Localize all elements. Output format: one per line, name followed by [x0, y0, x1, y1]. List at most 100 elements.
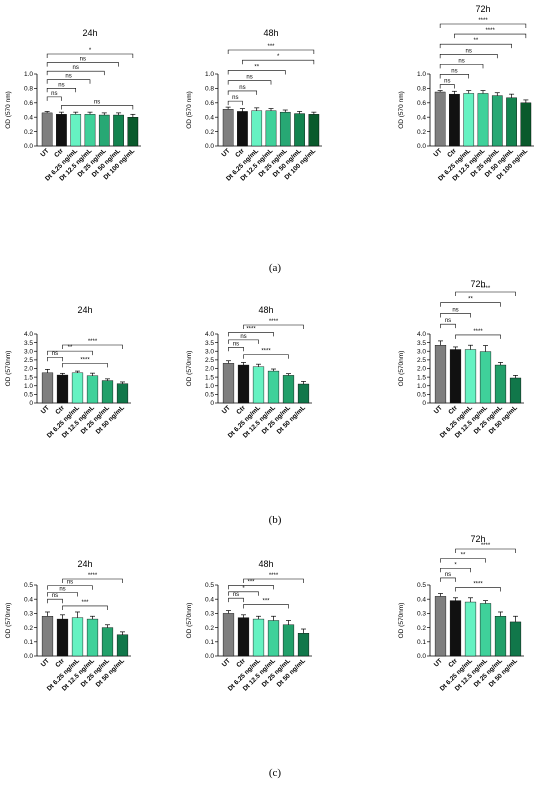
panel-label-a: (a) [268, 262, 282, 274]
significance-label: ns [233, 592, 239, 598]
bar [464, 601, 477, 657]
significance-label: ns [233, 341, 239, 347]
significance-label: ns [444, 79, 450, 85]
y-tick-label: 3.0 [205, 348, 214, 355]
significance-bracket [62, 578, 123, 583]
bar [509, 621, 522, 657]
bar [282, 624, 295, 657]
y-axis-label: OD (570nm) [186, 603, 193, 639]
y-tick-label: 0.1 [417, 639, 426, 646]
bar [116, 634, 129, 657]
significance-bracket [47, 585, 93, 590]
y-tick-label: 2.5 [417, 357, 426, 364]
significance-label: **** [478, 18, 488, 24]
significance-label: **** [88, 339, 98, 345]
significance-bracket [243, 604, 289, 609]
significance-bracket [62, 344, 123, 349]
significance-bracket [227, 70, 286, 75]
y-tick-label: 4.0 [24, 331, 33, 338]
y-tick-label: 0.8 [417, 86, 426, 93]
y-tick-label: 2.0 [417, 366, 426, 373]
y-tick-label: 2.0 [205, 366, 214, 373]
y-tick-label: 2.5 [24, 357, 33, 364]
significance-label: ** [68, 345, 73, 351]
significance-label: * [277, 54, 280, 60]
y-tick-label: 0.2 [205, 625, 214, 632]
significance-bracket [439, 64, 484, 69]
y-tick-label: 0.0 [24, 143, 33, 150]
significance-label: **** [261, 349, 271, 355]
y-axis-label: OD (570nm) [398, 351, 405, 387]
chart-title: 24h [77, 559, 92, 569]
significance-bracket [439, 53, 498, 59]
significance-bracket [228, 339, 259, 344]
y-tick-label: 0.5 [24, 582, 33, 589]
significance-label: ns [445, 318, 451, 324]
significance-bracket [228, 332, 274, 337]
significance-bracket [455, 587, 501, 592]
bar [70, 114, 82, 147]
significance-label: **** [88, 573, 98, 579]
x-tick-label: Ctr [54, 404, 66, 416]
y-tick-label: 0.8 [205, 86, 214, 93]
y-tick-label: 0.3 [417, 611, 426, 618]
significance-label: ns [73, 65, 79, 71]
y-tick-label: 0.5 [205, 582, 214, 589]
y-tick-label: 0.3 [24, 611, 33, 618]
bar [41, 372, 54, 404]
significance-label: *** [267, 44, 275, 50]
significance-label: * [242, 586, 245, 592]
significance-bracket [243, 324, 304, 329]
bar [491, 95, 503, 147]
chart-4: 24h OD (570nm) 00.5 1.0 1.52.0 2.5 3.03.5 4.0 UT… [5, 305, 131, 440]
significance-label: **** [473, 582, 483, 588]
bar [86, 618, 99, 657]
significance-bracket [227, 90, 258, 95]
significance-bracket [439, 23, 527, 28]
x-tick-label: Ctr [54, 657, 66, 669]
bar [449, 600, 462, 657]
y-tick-label: 1.0 [24, 71, 33, 78]
significance-label: ** [468, 297, 473, 303]
y-axis-label: OD (570nm) [5, 351, 12, 387]
significance-bracket [62, 605, 108, 610]
x-tick-label: UT [221, 657, 232, 668]
significance-label: ns [239, 85, 245, 91]
y-tick-label: 0.2 [205, 129, 214, 136]
chart-6: 72h OD (570nm) 00.5 1.0 1.52.0 2.5 3.03.5 4.0 UT… [398, 279, 524, 440]
significance-label: ns [246, 75, 252, 81]
significance-label: ns [240, 334, 246, 340]
x-tick-label: Ctr [447, 404, 459, 416]
significance-label: ns [466, 48, 472, 54]
significance-label: **** [80, 357, 90, 363]
y-tick-label: 0.6 [24, 100, 33, 107]
bar [113, 114, 124, 147]
x-tick-label: UT [433, 657, 444, 668]
y-tick-label: 0.5 [205, 392, 214, 399]
significance-label: ns [59, 586, 65, 592]
significance-bracket [227, 80, 272, 85]
significance-label: ns [65, 74, 71, 80]
y-tick-label: 0 [29, 400, 33, 407]
significance-label: **** [481, 286, 491, 292]
y-axis-label: OD (570 nm) [5, 91, 12, 129]
bar [56, 618, 69, 657]
significance-bracket [440, 323, 456, 329]
significance-bracket [46, 87, 77, 93]
bar [434, 596, 447, 657]
bar [265, 110, 277, 147]
y-tick-label: 1.5 [417, 374, 426, 381]
y-tick-label: 3.5 [205, 340, 214, 347]
bar [279, 111, 291, 147]
significance-label: ** [461, 553, 466, 559]
significance-bracket [455, 291, 516, 296]
significance-bracket [228, 597, 244, 603]
significance-label: **** [473, 329, 483, 335]
significance-label: ns [445, 572, 451, 578]
chart-5: 48h OD (570nm) 00.5 1.0 1.52.0 2.5 3.03.5 4.0 UT… [186, 305, 312, 440]
bar [237, 364, 250, 404]
significance-label: *** [247, 579, 255, 585]
bar [509, 377, 522, 404]
